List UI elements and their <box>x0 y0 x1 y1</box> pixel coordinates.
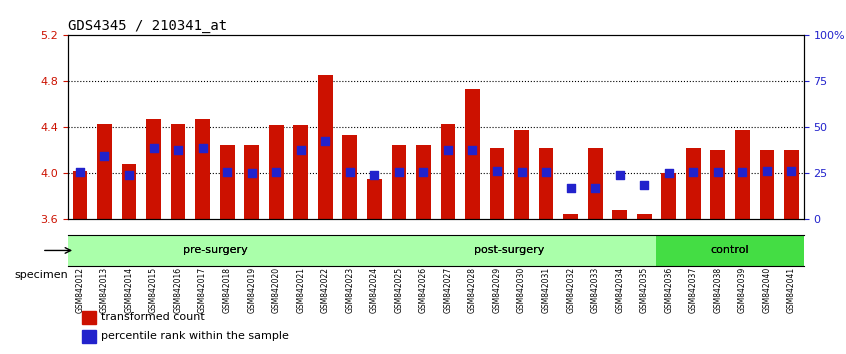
Point <box>195 145 209 151</box>
Point <box>686 170 700 175</box>
Bar <box>97 124 112 219</box>
Point <box>735 170 749 175</box>
Text: control: control <box>711 245 750 256</box>
Point <box>269 170 283 175</box>
FancyBboxPatch shape <box>656 235 804 266</box>
FancyBboxPatch shape <box>362 235 656 266</box>
Text: specimen: specimen <box>14 269 68 280</box>
Bar <box>146 119 161 219</box>
Bar <box>195 119 210 219</box>
Point <box>97 153 111 159</box>
Bar <box>73 171 87 219</box>
Bar <box>760 150 774 219</box>
Bar <box>416 145 431 219</box>
Text: control: control <box>711 245 750 256</box>
Point <box>73 170 86 175</box>
Bar <box>122 164 136 219</box>
Point <box>637 182 651 188</box>
Point <box>441 148 454 153</box>
Bar <box>613 210 627 219</box>
Point <box>514 170 528 175</box>
Bar <box>318 74 332 219</box>
Point <box>416 170 430 175</box>
Text: GDS4345 / 210341_at: GDS4345 / 210341_at <box>68 19 227 33</box>
Bar <box>343 136 357 219</box>
FancyBboxPatch shape <box>68 235 362 266</box>
Text: pre-surgery: pre-surgery <box>183 245 247 256</box>
Point <box>318 138 332 144</box>
Bar <box>784 150 799 219</box>
Point <box>294 148 307 153</box>
Point <box>662 171 675 176</box>
Bar <box>82 330 96 343</box>
Point <box>146 145 160 151</box>
Point <box>122 172 135 177</box>
Bar <box>662 173 676 219</box>
Point <box>563 185 577 191</box>
Text: post-surgery: post-surgery <box>474 245 545 256</box>
Point <box>539 170 552 175</box>
Point <box>465 148 479 153</box>
Point <box>220 170 233 175</box>
Bar <box>392 145 406 219</box>
FancyBboxPatch shape <box>68 235 804 266</box>
Bar <box>367 179 382 219</box>
Bar <box>637 214 651 219</box>
Bar <box>441 124 455 219</box>
Bar <box>294 125 308 219</box>
Point <box>760 168 773 174</box>
Point <box>613 172 626 177</box>
Bar <box>244 145 259 219</box>
Bar <box>735 130 750 219</box>
Bar <box>514 130 529 219</box>
Bar <box>686 148 700 219</box>
Point <box>490 168 503 174</box>
Point <box>367 172 381 177</box>
FancyBboxPatch shape <box>362 235 656 266</box>
Text: percentile rank within the sample: percentile rank within the sample <box>101 331 288 341</box>
FancyBboxPatch shape <box>68 235 362 266</box>
Bar <box>82 311 96 324</box>
Bar <box>171 124 185 219</box>
Point <box>711 170 724 175</box>
Bar <box>711 150 725 219</box>
Text: transformed count: transformed count <box>101 312 205 322</box>
Text: post-surgery: post-surgery <box>474 245 545 256</box>
Point <box>343 170 356 175</box>
Bar <box>563 214 578 219</box>
FancyBboxPatch shape <box>656 235 804 266</box>
Bar <box>220 145 234 219</box>
Text: pre-surgery: pre-surgery <box>183 245 247 256</box>
Point <box>588 185 602 191</box>
Bar <box>490 148 504 219</box>
Point <box>392 170 405 175</box>
Bar <box>588 148 602 219</box>
Point <box>171 148 184 153</box>
Bar <box>465 90 480 219</box>
Point <box>784 168 798 174</box>
Bar <box>269 125 283 219</box>
Bar <box>539 148 553 219</box>
Point <box>244 171 258 176</box>
